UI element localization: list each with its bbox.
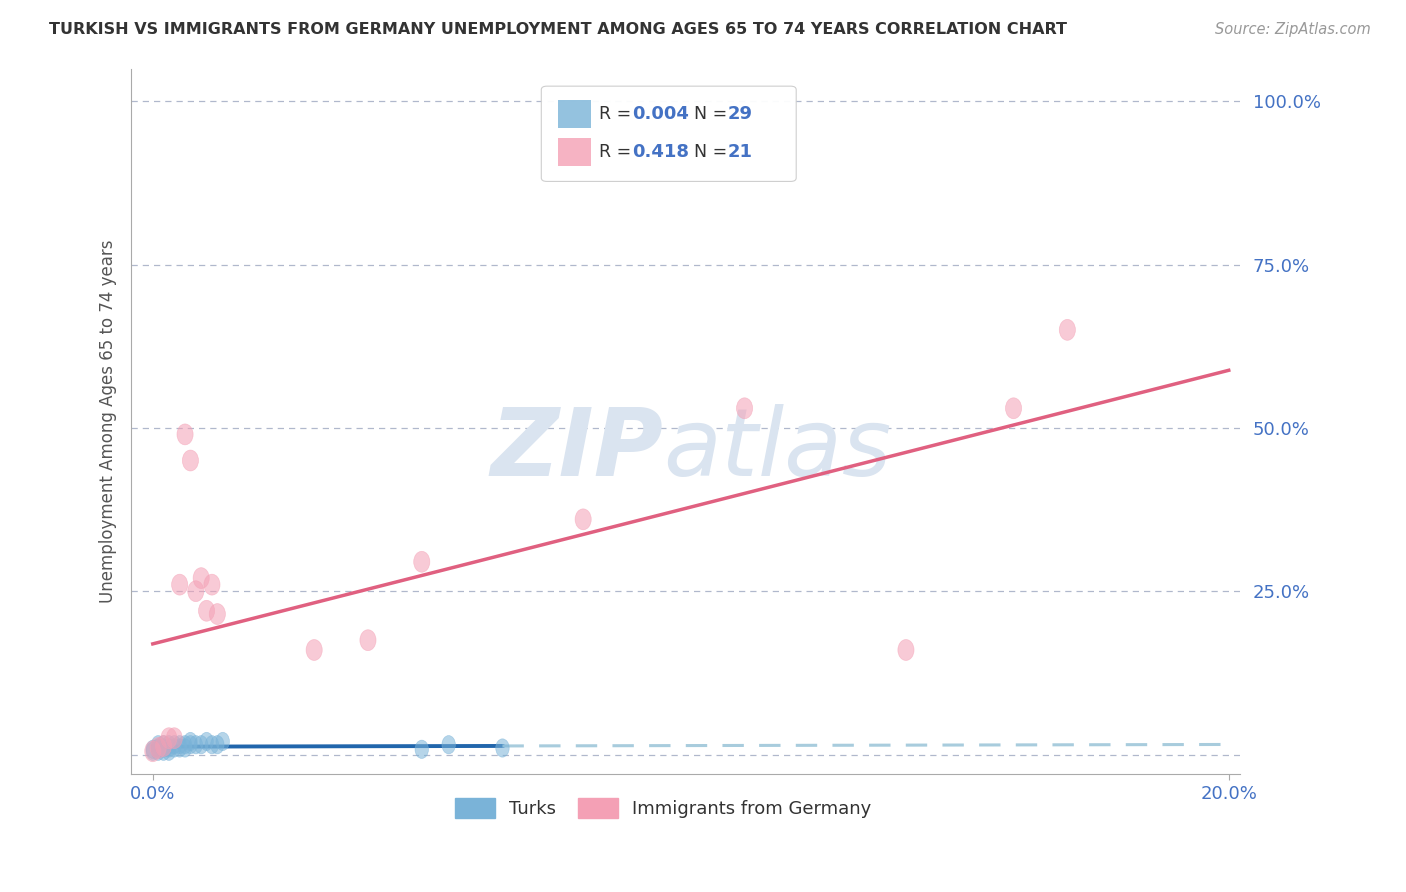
Ellipse shape <box>179 736 191 754</box>
Ellipse shape <box>193 567 209 589</box>
Ellipse shape <box>152 742 165 760</box>
Ellipse shape <box>413 551 430 573</box>
Ellipse shape <box>204 574 219 595</box>
Ellipse shape <box>152 740 165 758</box>
Ellipse shape <box>162 739 176 757</box>
Ellipse shape <box>575 508 592 530</box>
Ellipse shape <box>737 398 752 418</box>
Ellipse shape <box>167 736 181 754</box>
FancyBboxPatch shape <box>541 87 796 181</box>
Ellipse shape <box>173 739 187 757</box>
Ellipse shape <box>188 736 202 754</box>
Text: N =: N = <box>695 104 733 123</box>
Text: Source: ZipAtlas.com: Source: ZipAtlas.com <box>1215 22 1371 37</box>
Ellipse shape <box>177 424 193 445</box>
Text: 0.418: 0.418 <box>633 143 689 161</box>
Legend: Turks, Immigrants from Germany: Turks, Immigrants from Germany <box>449 790 879 825</box>
Ellipse shape <box>157 739 170 757</box>
Ellipse shape <box>415 740 429 758</box>
Ellipse shape <box>156 736 172 756</box>
Text: R =: R = <box>599 104 637 123</box>
Ellipse shape <box>194 736 208 754</box>
Ellipse shape <box>184 732 197 750</box>
Ellipse shape <box>360 630 375 650</box>
Text: 21: 21 <box>727 143 752 161</box>
Text: N =: N = <box>695 143 733 161</box>
Ellipse shape <box>205 736 219 754</box>
Ellipse shape <box>146 742 159 760</box>
Ellipse shape <box>145 741 160 762</box>
Ellipse shape <box>211 736 224 754</box>
Ellipse shape <box>146 740 159 758</box>
Text: atlas: atlas <box>664 404 891 495</box>
Ellipse shape <box>166 728 183 748</box>
Ellipse shape <box>167 739 181 757</box>
Ellipse shape <box>152 739 165 757</box>
Text: R =: R = <box>599 143 643 161</box>
Ellipse shape <box>162 742 176 760</box>
Ellipse shape <box>188 581 204 601</box>
Ellipse shape <box>1005 398 1022 418</box>
Ellipse shape <box>496 739 509 757</box>
Ellipse shape <box>1059 319 1076 341</box>
Y-axis label: Unemployment Among Ages 65 to 74 years: Unemployment Among Ages 65 to 74 years <box>100 240 117 603</box>
Text: ZIP: ZIP <box>491 403 664 496</box>
Ellipse shape <box>173 736 187 754</box>
Ellipse shape <box>179 739 191 757</box>
Ellipse shape <box>184 736 197 754</box>
Ellipse shape <box>183 450 198 471</box>
Ellipse shape <box>898 640 914 660</box>
Ellipse shape <box>160 728 177 748</box>
Ellipse shape <box>441 736 456 754</box>
Text: 0.004: 0.004 <box>633 104 689 123</box>
FancyBboxPatch shape <box>558 100 591 128</box>
Ellipse shape <box>150 738 166 758</box>
Ellipse shape <box>307 640 322 660</box>
Text: 29: 29 <box>727 104 752 123</box>
Text: TURKISH VS IMMIGRANTS FROM GERMANY UNEMPLOYMENT AMONG AGES 65 TO 74 YEARS CORREL: TURKISH VS IMMIGRANTS FROM GERMANY UNEMP… <box>49 22 1067 37</box>
Ellipse shape <box>217 732 229 750</box>
Ellipse shape <box>198 600 215 621</box>
Ellipse shape <box>209 604 225 624</box>
Ellipse shape <box>157 742 170 760</box>
Ellipse shape <box>152 736 165 754</box>
Ellipse shape <box>200 732 214 750</box>
Ellipse shape <box>157 736 170 754</box>
Ellipse shape <box>162 736 176 754</box>
FancyBboxPatch shape <box>558 137 591 166</box>
Ellipse shape <box>172 574 188 595</box>
